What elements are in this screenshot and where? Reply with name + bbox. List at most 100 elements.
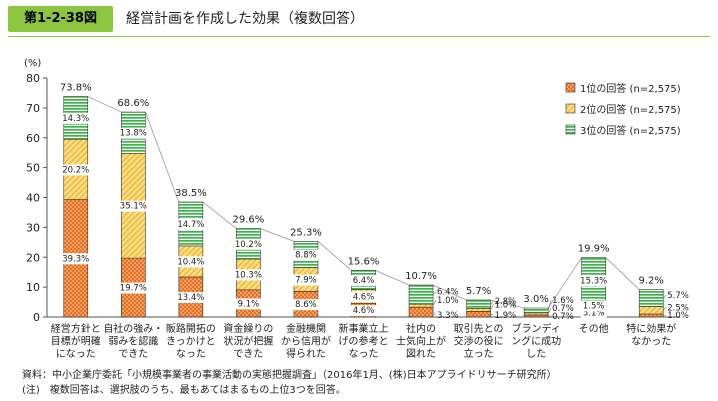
category-label: 得られた	[286, 348, 326, 360]
bar-segment-3	[638, 289, 664, 307]
category-label: 新事業立上	[339, 322, 389, 335]
category-label: 自社の強み・	[103, 322, 163, 335]
total-label: 29.6%	[233, 215, 265, 226]
total-label: 73.8%	[60, 83, 92, 94]
total-label: 38.5%	[175, 188, 207, 199]
value-label: 35.1%	[120, 202, 147, 212]
connector-line	[317, 241, 352, 271]
connector-line	[605, 257, 640, 290]
value-label: 15.3%	[580, 276, 607, 286]
bar-segment-1	[638, 313, 664, 318]
label-leader	[663, 314, 667, 316]
category-label: なった	[176, 348, 206, 360]
total-label: 3.0%	[523, 294, 548, 305]
value-label-bg	[62, 164, 89, 176]
value-label: 1.0%	[495, 300, 517, 310]
value-label-bg	[120, 200, 147, 212]
value-label-bg	[350, 291, 377, 303]
bar-segment-1	[408, 306, 434, 318]
bar-segment-2	[466, 308, 491, 312]
category-label: ングに成功	[511, 335, 561, 348]
figure-number: 第1-2-38図	[8, 6, 113, 32]
label-leader	[547, 307, 552, 314]
value-label-bg	[62, 253, 89, 265]
category-label: 取引先との	[454, 323, 504, 335]
y-unit-label: (%)	[24, 58, 41, 69]
connector-line	[375, 270, 410, 286]
y-tick-label: 0	[33, 311, 40, 324]
connector-line	[490, 299, 525, 309]
value-label: 2.5%	[667, 303, 689, 313]
category-label: きっかけと	[166, 336, 216, 348]
total-label: 25.3%	[290, 227, 322, 238]
value-label: 14.3%	[62, 114, 89, 124]
value-label: 6.4%	[437, 288, 459, 298]
value-label: 6.4%	[353, 276, 375, 286]
value-label: 0.7%	[552, 312, 574, 322]
y-tick-label: 50	[26, 162, 40, 175]
value-label: 10.3%	[235, 270, 262, 280]
value-label: 13.4%	[177, 293, 204, 303]
value-label: 1.0%	[437, 296, 459, 306]
header-divider	[8, 36, 710, 37]
value-label: 4.6%	[353, 292, 375, 302]
value-label-bg	[580, 300, 607, 312]
legend-swatch-3	[565, 124, 576, 135]
value-label-bg	[235, 238, 262, 250]
category-label: 士気向上が	[396, 335, 446, 348]
value-label-bg	[292, 249, 319, 261]
label-leader	[490, 313, 494, 316]
value-label: 1.0%	[667, 311, 689, 321]
bar-segment-2	[638, 306, 664, 315]
label-leader	[547, 299, 552, 311]
legend-swatch-2	[565, 103, 576, 114]
y-tick-label: 70	[26, 102, 40, 115]
category-label: 経営方針と	[51, 322, 101, 335]
connector-line	[202, 201, 237, 229]
value-label: 2.8%	[495, 297, 517, 307]
value-label: 39.3%	[62, 254, 89, 264]
value-label-bg	[120, 282, 147, 294]
bar-segment-3	[408, 284, 434, 305]
category-label: 資金繰りの	[223, 322, 273, 335]
bar-segment-1	[523, 314, 549, 318]
category-label: 特に効果が	[626, 322, 676, 335]
connector-line	[260, 228, 295, 242]
value-label: 8.6%	[295, 300, 317, 310]
total-label: 9.2%	[639, 276, 664, 287]
figure-title: 経営計画を作成した効果（複数回答）	[126, 11, 364, 27]
value-label-bg	[292, 274, 319, 286]
category-label: 金融機関	[286, 322, 326, 335]
category-label: になった	[56, 348, 96, 360]
category-label: なった	[349, 348, 379, 360]
value-label-bg	[292, 299, 319, 311]
y-tick-label: 80	[26, 72, 40, 85]
connector-line	[547, 257, 583, 309]
value-label-bg	[120, 127, 147, 139]
value-label-bg	[177, 256, 204, 268]
value-label: 14.7%	[177, 220, 204, 230]
category-label: 状況が把握	[223, 335, 273, 348]
y-tick-label: 10	[26, 281, 40, 294]
value-label: 4.6%	[353, 306, 375, 316]
value-label-bg	[62, 112, 89, 124]
label-leader	[432, 311, 437, 316]
category-label: 弱みを認識	[108, 335, 158, 348]
value-label: 10.2%	[235, 240, 262, 250]
legend-label-1: 1位の回答 (n=2,575)	[580, 82, 681, 95]
value-label-bg	[177, 218, 204, 230]
value-label-bg	[580, 307, 607, 319]
total-label: 10.7%	[405, 271, 437, 282]
category-label: なかった	[631, 336, 671, 348]
category-label: ブランディ	[511, 322, 560, 335]
value-label-bg	[350, 274, 377, 286]
category-label: 目標が明確	[51, 335, 101, 348]
value-label: 1.9%	[495, 311, 517, 321]
category-label: から信用が	[281, 335, 331, 348]
category-label: 立った	[464, 347, 494, 360]
total-label: 68.6%	[117, 98, 149, 109]
category-label: できた	[118, 348, 148, 360]
label-leader	[490, 304, 494, 310]
category-label: げの参考と	[339, 335, 389, 348]
total-label: 15.6%	[348, 256, 380, 267]
